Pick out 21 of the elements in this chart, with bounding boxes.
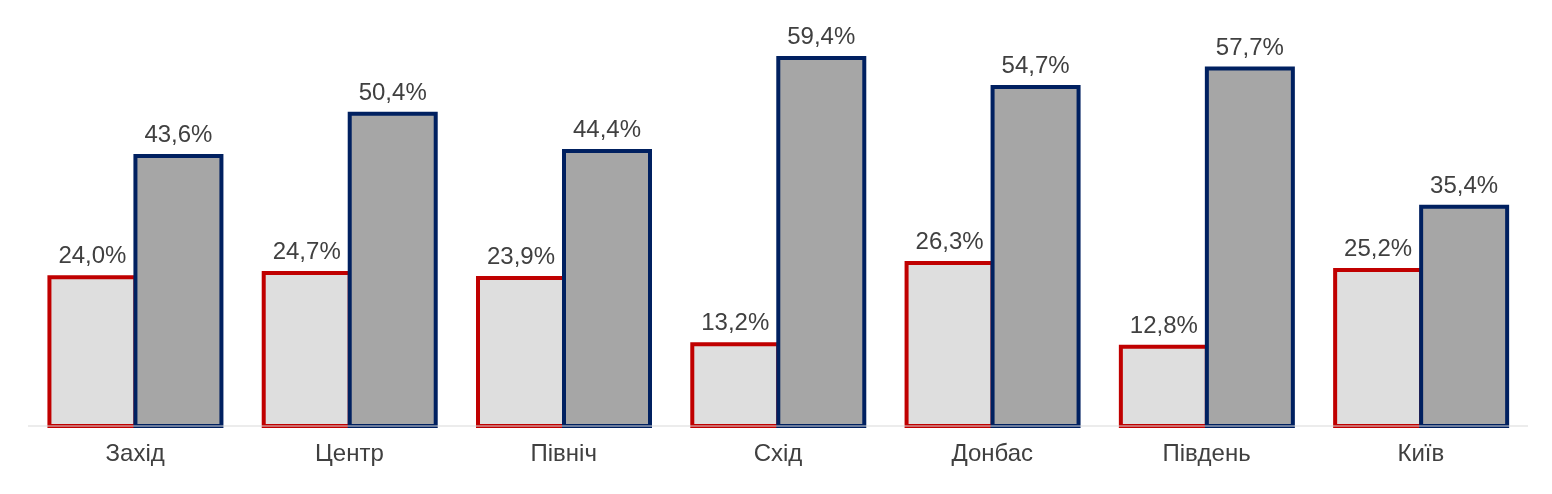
data-label: 59,4%	[787, 22, 856, 49]
x-tick-label: Київ	[1397, 439, 1445, 467]
data-label: 50,4%	[358, 77, 427, 105]
data-label: 44,4%	[572, 114, 642, 142]
data-label: 43,6%	[144, 119, 213, 147]
data-label: 24,7%	[272, 236, 341, 264]
data-label: 25,2%	[1344, 233, 1413, 261]
data-label: 24,0%	[58, 241, 127, 269]
data-label: 35,4%	[1430, 170, 1499, 198]
data-label: 23,9%	[486, 241, 556, 269]
x-tick-label: Схід	[753, 439, 803, 467]
data-label: 57,7%	[1215, 32, 1284, 60]
data-label: 26,3%	[915, 227, 984, 255]
x-tick-label: Захід	[105, 439, 165, 467]
data-label: 13,2%	[701, 308, 770, 336]
data-label: 54,7%	[1001, 51, 1070, 79]
data-label: 12,8%	[1129, 310, 1198, 338]
x-tick-label: Південь	[1162, 439, 1251, 467]
x-tick-label: Донбас	[951, 439, 1034, 467]
x-tick-label: Центр	[315, 439, 384, 467]
x-tick-label: Північ	[530, 439, 597, 467]
